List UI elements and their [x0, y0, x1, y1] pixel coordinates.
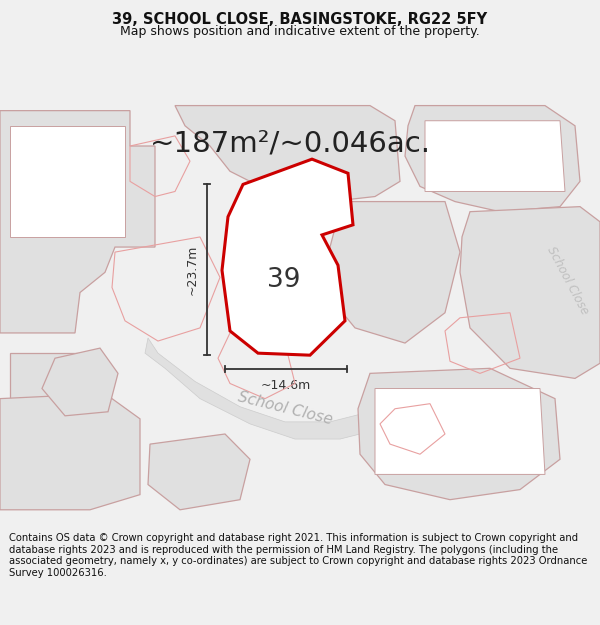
Text: Contains OS data © Crown copyright and database right 2021. This information is : Contains OS data © Crown copyright and d… — [9, 533, 587, 578]
Polygon shape — [175, 106, 400, 202]
Text: School Close: School Close — [545, 244, 592, 317]
Polygon shape — [375, 389, 545, 474]
Polygon shape — [222, 159, 353, 355]
Polygon shape — [10, 353, 80, 439]
Polygon shape — [0, 111, 155, 333]
Text: School Close: School Close — [236, 390, 334, 428]
Text: 39: 39 — [267, 268, 301, 293]
Polygon shape — [10, 126, 125, 237]
Polygon shape — [358, 368, 560, 499]
Polygon shape — [405, 106, 580, 212]
Polygon shape — [42, 348, 118, 416]
Polygon shape — [460, 207, 600, 378]
Text: ~23.7m: ~23.7m — [186, 244, 199, 295]
Polygon shape — [145, 338, 400, 439]
Polygon shape — [0, 394, 140, 510]
Polygon shape — [148, 434, 250, 510]
Text: 39, SCHOOL CLOSE, BASINGSTOKE, RG22 5FY: 39, SCHOOL CLOSE, BASINGSTOKE, RG22 5FY — [112, 12, 488, 28]
Polygon shape — [425, 121, 565, 191]
Text: ~14.6m: ~14.6m — [261, 379, 311, 392]
Text: Map shows position and indicative extent of the property.: Map shows position and indicative extent… — [120, 24, 480, 38]
Polygon shape — [330, 202, 460, 343]
Text: ~187m²/~0.046ac.: ~187m²/~0.046ac. — [149, 130, 431, 158]
